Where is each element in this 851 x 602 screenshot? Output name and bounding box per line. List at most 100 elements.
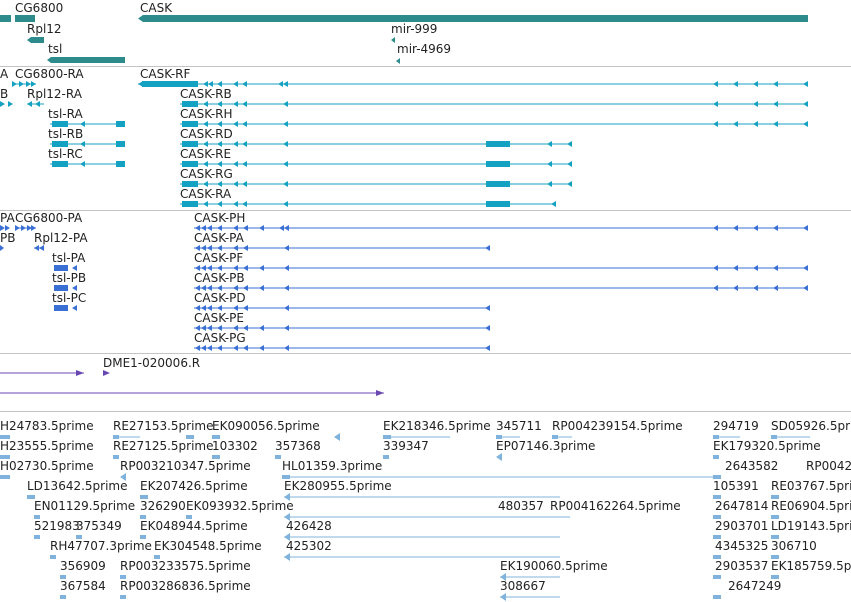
gene-label[interactable]: Rpl12	[27, 22, 62, 36]
est-label[interactable]: EK093932.5prime	[186, 499, 294, 513]
est-label[interactable]: 2647814	[715, 499, 769, 513]
protein-cask-pf[interactable]	[194, 265, 808, 271]
transcript-label[interactable]: tsl-RA	[48, 107, 83, 121]
protein-cask-ph[interactable]	[194, 225, 808, 231]
est-label[interactable]: EK090056.5prime	[212, 419, 320, 433]
est-row-5-glyphs[interactable]	[34, 513, 779, 521]
est-label[interactable]: RH47707.3prime	[50, 539, 152, 553]
est-label[interactable]: 2647249	[728, 579, 782, 593]
protein-label[interactable]: tsl-PA	[52, 251, 86, 265]
transcript-cask-rg[interactable]	[180, 181, 572, 187]
est-label[interactable]: RP004239154.5prime	[552, 419, 683, 433]
transcript-label[interactable]: B	[0, 87, 9, 101]
protein-label[interactable]: CASK-PH	[194, 211, 246, 225]
transcript-tsl-ra[interactable]	[50, 121, 125, 127]
est-label[interactable]: 375349	[76, 519, 122, 533]
gene-bar-left-edge[interactable]	[0, 15, 11, 22]
est-label[interactable]: 367584	[60, 579, 106, 593]
est-label[interactable]: 356909	[60, 559, 106, 573]
gene-label[interactable]: mir-4969	[397, 42, 452, 56]
transcript-label[interactable]: CASK-RE	[180, 147, 232, 161]
protein-label[interactable]: Rpl12-PA	[34, 231, 88, 245]
est-label[interactable]: 105391	[713, 479, 759, 493]
est-label[interactable]: EK190060.5prime	[500, 559, 608, 573]
protein-cask-pe[interactable]	[194, 325, 490, 331]
est-row-7-glyphs[interactable]	[50, 553, 779, 561]
gene-bar-rpl12[interactable]	[27, 37, 44, 43]
est-row-2-glyphs[interactable]	[0, 453, 719, 461]
protein-label[interactable]: tsl-PB	[52, 271, 87, 285]
transcript-tsl-rb[interactable]	[50, 141, 125, 147]
est-label[interactable]: EK218346.5prime	[383, 419, 491, 433]
est-label[interactable]: 294719	[713, 419, 759, 433]
protein-label[interactable]: PB	[0, 231, 16, 245]
est-label[interactable]: 357368	[275, 439, 321, 453]
gene-bar-mir-4969[interactable]	[396, 58, 400, 64]
gene-bar-tsl[interactable]	[47, 57, 125, 63]
est-label[interactable]: EK048944.5prime	[140, 519, 248, 533]
est-label[interactable]: RE27153.5prime	[113, 419, 214, 433]
protein-cask-pb[interactable]	[194, 285, 808, 291]
gene-bar-cask[interactable]	[138, 15, 808, 22]
est-label[interactable]: 426428	[286, 519, 332, 533]
transcript-label[interactable]: tsl-RC	[48, 147, 83, 161]
transcript-label[interactable]: Rpl12-RA	[27, 87, 82, 101]
est-label[interactable]: EP07146.3prime	[496, 439, 596, 453]
est-label[interactable]: EK179320.5prime	[713, 439, 821, 453]
transcript-rpl12-ra[interactable]	[0, 101, 44, 107]
est-label[interactable]: 103302	[212, 439, 258, 453]
est-label[interactable]: EK185759.5prime	[771, 559, 851, 573]
est-label[interactable]: 339347	[383, 439, 429, 453]
est-row-3-glyphs[interactable]	[0, 473, 721, 481]
est-label[interactable]: EK304548.5prime	[154, 539, 262, 553]
transcript-cask-rd[interactable]	[180, 141, 572, 147]
transcript-label[interactable]: CASK-RD	[180, 127, 233, 141]
est-label[interactable]: 308667	[500, 579, 546, 593]
est-label[interactable]: 2903537	[715, 559, 769, 573]
protein-label[interactable]: PA	[0, 211, 15, 225]
est-label[interactable]: 306710	[771, 539, 817, 553]
transcript-cask-re[interactable]	[180, 161, 572, 167]
protein-cg6800-pa[interactable]	[0, 225, 36, 231]
est-label[interactable]: H23555.5prime	[0, 439, 94, 453]
protein-label[interactable]: CASK-PE	[194, 311, 244, 325]
est-label[interactable]: RE06904.5prime	[771, 499, 851, 513]
transcript-label[interactable]: A	[0, 67, 9, 81]
protein-cask-pd[interactable]	[194, 305, 490, 311]
transcript-cask-rb[interactable]	[180, 101, 808, 107]
transcript-label[interactable]: CASK-RF	[140, 67, 191, 81]
reagent-feature-2[interactable]	[0, 390, 384, 396]
est-label[interactable]: 2903701	[715, 519, 769, 533]
est-row-1-glyphs[interactable]	[0, 433, 810, 441]
gene-label[interactable]: tsl	[48, 42, 63, 56]
protein-label[interactable]: CASK-PA	[194, 231, 244, 245]
est-row-8-glyphs[interactable]	[60, 573, 779, 581]
est-label[interactable]: RE27125.5prime	[113, 439, 214, 453]
est-label[interactable]: HL01359.3prime	[282, 459, 383, 473]
transcript-cg6800-ra[interactable]	[12, 81, 36, 87]
est-label[interactable]: SD05926.5prime	[771, 419, 851, 433]
est-label[interactable]: 326290	[140, 499, 186, 513]
est-label[interactable]: H24783.5prime	[0, 419, 94, 433]
est-label[interactable]: LD19143.5prime	[771, 519, 851, 533]
transcript-cask-rf[interactable]	[138, 81, 808, 87]
transcript-tsl-rc[interactable]	[50, 161, 125, 167]
est-label[interactable]: 521983	[34, 519, 80, 533]
est-label[interactable]: EN01129.5prime	[34, 499, 136, 513]
protein-label[interactable]: tsl-PC	[52, 291, 87, 305]
est-label[interactable]: 480357	[498, 499, 544, 513]
protein-rpl12-pa[interactable]	[0, 245, 44, 251]
gene-label[interactable]: CG6800	[15, 1, 64, 15]
est-label[interactable]: RP004162264.5prime	[550, 499, 681, 513]
gene-label[interactable]: mir-999	[391, 22, 438, 36]
protein-label[interactable]: CASK-PD	[194, 291, 246, 305]
protein-label[interactable]: CASK-PB	[194, 271, 245, 285]
est-label[interactable]: RP003286836.5prime	[120, 579, 251, 593]
reagent-feature-1[interactable]	[0, 370, 84, 376]
transcript-cask-ra[interactable]	[180, 201, 556, 207]
protein-cask-pa[interactable]	[194, 245, 490, 251]
transcript-label[interactable]: CASK-RH	[180, 107, 233, 121]
protein-label[interactable]: CASK-PG	[194, 331, 246, 345]
protein-tsl-pc[interactable]	[54, 305, 77, 311]
transcript-label[interactable]: tsl-RB	[48, 127, 84, 141]
